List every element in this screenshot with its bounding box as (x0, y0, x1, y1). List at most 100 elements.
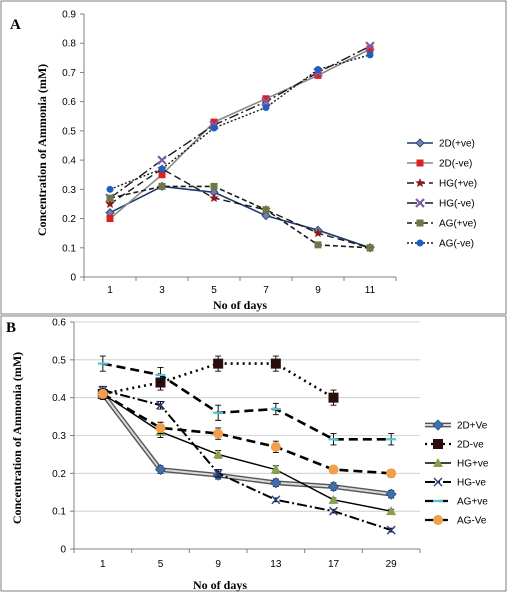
panel-b-ticks: 0 0.1 0.2 0.3 0.4 0.5 0.6 1 5 9 13 17 29 (52, 318, 421, 570)
panel-b-series-2-line (102, 393, 392, 512)
panel-a-y-tick-label: 0.9 (62, 10, 76, 21)
panel-b-x-tick-label: 13 (270, 559, 282, 570)
panel-a-series-4-line (109, 185, 371, 249)
panel-a-series-3 (105, 41, 375, 203)
panel-a-legend-marker (416, 219, 424, 227)
panel-a-series-1-point (106, 215, 114, 223)
panel-b-legend-label: HG-ve (457, 478, 486, 489)
panel-b-series-2-point (328, 494, 339, 504)
panel-a-x-tick-label: 1 (107, 285, 113, 296)
panel-a-series-0-line (109, 185, 371, 249)
panel-b-series-0-point (154, 463, 167, 476)
panel-a-legend-label: HG(+ve) (439, 179, 477, 190)
panel-a-legend-item-4: AG(+ve) (407, 219, 477, 230)
panel-a-series-5-point (366, 51, 374, 59)
panel-a-series-5-point (158, 165, 166, 173)
panel-b-series-1-point (213, 358, 224, 369)
panel-a-y-tick-label: 0.8 (62, 39, 76, 50)
panel-b-series-3-point (329, 506, 338, 516)
panel-a-x-tick-label: 5 (211, 285, 217, 296)
panel-a-series-5 (106, 51, 374, 193)
panel-b-legend-item-4: AG+ve (425, 497, 488, 508)
panel-a-letter: A (10, 17, 21, 33)
panel-b-legend-marker (433, 439, 443, 449)
panel-b-x-tick-label: 5 (158, 559, 164, 570)
panel-a-ylabel: Concentration of Ammonia (mM) (35, 64, 49, 236)
panel-a-series-4-point (106, 194, 114, 202)
panel-b-y-tick-label: 0.3 (52, 431, 66, 442)
panel-a-legend-item-3: HG(-ve) (407, 198, 475, 210)
panel-a-x-tick-label: 11 (365, 285, 376, 296)
panel-b-series-5-point (386, 468, 397, 479)
panel-a-series-3-point (365, 41, 375, 51)
panel-b-legend-marker (432, 419, 444, 431)
panel-a-series-1 (106, 45, 374, 223)
panel-b-series-5 (97, 388, 397, 479)
panel-a-legend-marker (416, 159, 424, 167)
panel-b-y-tick-label: 0.4 (52, 393, 66, 404)
panel-a-series-4-point (210, 182, 218, 190)
panel-b-legend-marker (433, 515, 443, 525)
panel-b-series-2-point (213, 449, 224, 459)
panel-b-x-tick-label: 17 (328, 559, 340, 570)
panel-b-y-tick-label: 0 (60, 545, 66, 556)
panel-a-series-4-point (262, 206, 270, 214)
panel-b-legend-item-5: AG-Ve (425, 515, 487, 527)
panel-b-series-3-point (271, 495, 281, 505)
panel-b-series-5-point (155, 422, 166, 433)
panel-a-legend-label: AG(+ve) (439, 219, 477, 230)
panel-a-legend-item-0: 2D(+ve) (407, 138, 475, 150)
panel-a-legend-label: AG(-ve) (439, 239, 474, 250)
panel-a-x-tick-label: 9 (315, 285, 321, 296)
panel-a-legend-item-2: HG(+ve) (407, 178, 477, 190)
panel-a-series-4-point (158, 182, 166, 190)
panel-b-xlabel: No of days (193, 578, 247, 592)
panel-b-legend-marker (433, 458, 443, 467)
panel-a-series-2-line (109, 168, 371, 249)
panel-b-series-1-line (102, 362, 335, 399)
panel-b-y-tick-label: 0.5 (52, 355, 66, 366)
panel-b-series-0-line (102, 393, 392, 496)
panel-a-series-4-point (314, 241, 322, 249)
panel-b-series-4 (97, 355, 397, 446)
panel-a-series-5-point (210, 124, 218, 132)
panel-b-x-tick-label: 9 (215, 559, 221, 570)
panel-b-series-0-point (385, 488, 397, 500)
panel-b-letter: B (6, 320, 16, 336)
panel-b-series-0 (97, 388, 397, 500)
panel-a-series-5-point (262, 104, 270, 112)
panel-b-series-5-point (213, 428, 224, 439)
panel-b-series-5-line (102, 392, 392, 475)
panel-a-x-tick-label: 3 (159, 285, 165, 296)
panel-b-series-3-point (213, 468, 223, 478)
panel-a-legend: 2D(+ve) 2D(-ve) HG(+ve) HG(-ve) AG(+ve) AG(-v… (407, 138, 477, 250)
panel-a-legend-label: 2D(+ve) (439, 139, 475, 150)
panel-a: A No of days Concentration of Ammonia (m… (0, 0, 507, 315)
panel-b-legend-label: AG-Ve (457, 516, 487, 527)
panel-a-axes (83, 14, 396, 278)
panel-a-series-3-line (109, 45, 371, 199)
panel-b-series-4-line (102, 362, 392, 441)
panel-b-series-3-point (156, 400, 165, 410)
panel-b-legend-label: HG+ve (457, 459, 489, 470)
panel-a-series-3-point (157, 155, 167, 165)
panel-a-series-0 (105, 181, 375, 253)
panel-a-frame (0, 0, 507, 315)
panel-b-legend-item-3: HG-ve (425, 478, 486, 489)
panel-a-xlabel: No of days (213, 298, 267, 312)
panel-b-legend-label: 2D-ve (457, 440, 484, 451)
panel-a-legend-marker (415, 198, 425, 208)
panel-a-legend-label: HG(-ve) (439, 199, 475, 210)
panel-b-series-2-point (270, 464, 281, 474)
panel-a-plot (105, 41, 375, 253)
panel-a-series-2 (105, 163, 375, 252)
panel-b-series-1-point (270, 358, 281, 369)
panel-a-y-tick-label: 0.6 (62, 97, 76, 108)
panel-b-y-tick-label: 0.6 (52, 318, 66, 329)
panel-b-legend-item-1: 2D-ve (425, 439, 484, 451)
panel-a-series-1-point (262, 95, 270, 103)
panel-a-y-tick-label: 0.2 (62, 214, 76, 225)
panel-a-ticks: 0 0.1 0.2 0.3 0.4 0.5 0.6 0.7 0.8 0.9 1 3 5 7 9 11 (62, 10, 397, 296)
panel-b-legend: 2D+Ve 2D-ve HG+ve HG-ve AG+ve AG-Ve (425, 419, 489, 527)
